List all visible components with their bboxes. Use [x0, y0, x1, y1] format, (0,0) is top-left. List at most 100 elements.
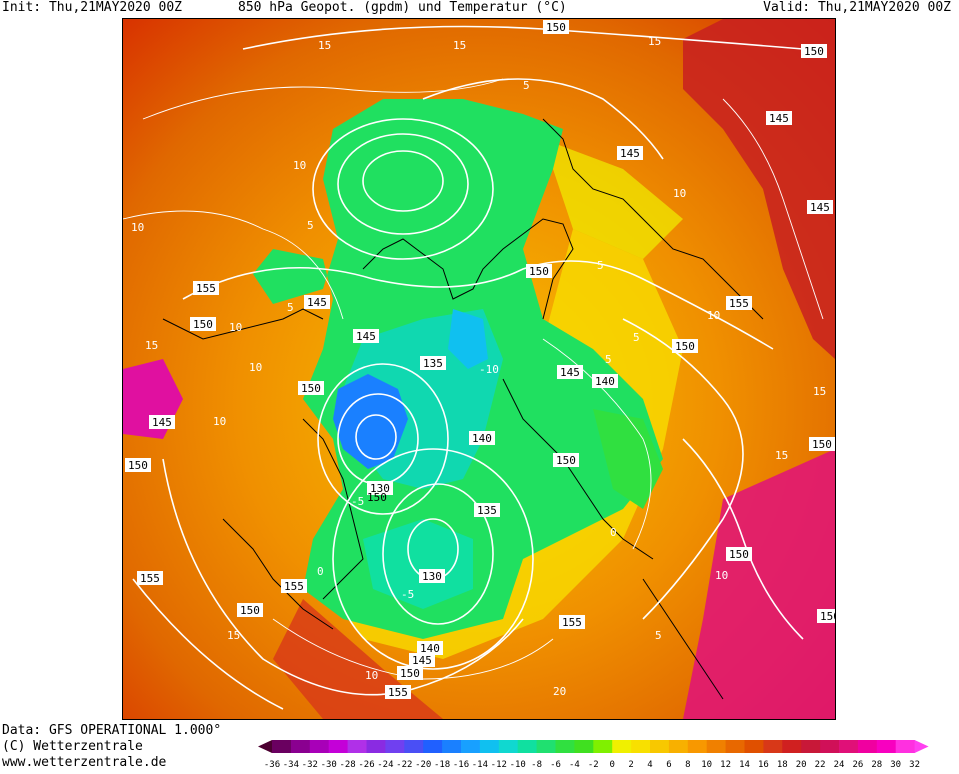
geo-label: 150 — [526, 264, 552, 278]
legend-tick-label: -18 — [434, 760, 450, 770]
geo-label: 145 — [149, 415, 175, 429]
svg-text:145: 145 — [307, 296, 327, 309]
temp-label: 5 — [605, 353, 612, 366]
legend-swatch — [536, 740, 556, 753]
legend-swatch — [820, 740, 840, 753]
legend-tick-label: -24 — [377, 760, 393, 770]
chart-title: 850 hPa Geopot. (gpdm) und Temperatur (°… — [238, 0, 567, 15]
legend-tick-label: 12 — [720, 760, 731, 770]
temp-label: 10 — [293, 159, 306, 172]
data-source: Data: GFS OPERATIONAL 1.000° — [2, 723, 222, 738]
temp-label: 15 — [775, 449, 788, 462]
legend-tick-label: -36 — [264, 760, 280, 770]
legend-swatch — [423, 740, 443, 753]
legend-tick-label: 16 — [758, 760, 769, 770]
geo-label: 155 — [193, 281, 219, 295]
svg-text:150: 150 — [729, 548, 749, 561]
geo-label: 145 — [409, 653, 435, 667]
copyright: (C) Wetterzentrale — [2, 739, 143, 754]
temp-label: 0 — [610, 526, 617, 539]
legend-swatch — [668, 740, 689, 753]
legend-swatch — [631, 740, 651, 753]
legend-swatch — [706, 740, 727, 753]
geopotential-label-layer: 150 150 155 150 145 145 145 145 150 155 … — [125, 20, 835, 699]
geo-label: 130 — [367, 481, 393, 495]
svg-text:135: 135 — [423, 357, 443, 370]
legend-tick-label: 22 — [815, 760, 826, 770]
coastlines — [162, 118, 764, 700]
svg-text:150: 150 — [400, 667, 420, 680]
temp-label: 0 — [317, 565, 324, 578]
legend-tick-label: 20 — [796, 760, 807, 770]
geo-label: 140 — [592, 374, 618, 388]
temp-label: 10 — [673, 187, 686, 200]
legend-swatch — [650, 740, 670, 753]
legend-tick-label: 30 — [890, 760, 901, 770]
legend-tick-label: 32 — [909, 760, 920, 770]
temperature-label-layer: 15 15 15 10 10 5 5 10 10 5 -10 5 10 5 10… — [131, 35, 826, 698]
temp-label: 10 — [715, 569, 728, 582]
valid-time: Valid: Thu,21MAY2020 00Z — [763, 0, 951, 15]
legend-tick-label: 6 — [666, 760, 671, 770]
svg-text:155: 155 — [196, 282, 216, 295]
temp-label: -5 — [351, 495, 364, 508]
legend-tick-label: 18 — [777, 760, 788, 770]
geo-label: 140 — [469, 431, 495, 445]
geo-label: 155 — [137, 571, 163, 585]
legend-swatch — [309, 740, 330, 753]
geo-label: 150 — [726, 547, 752, 561]
geo-label: 150 — [817, 609, 835, 623]
temp-label: 15 — [648, 35, 661, 48]
geo-label: 150 — [809, 437, 835, 451]
svg-text:150: 150 — [529, 265, 549, 278]
hot-region-east — [683, 19, 835, 359]
legend-swatch — [782, 740, 802, 753]
legend-tick-label: -28 — [339, 760, 355, 770]
yellow-zone-northeast — [543, 139, 683, 259]
legend-swatch — [272, 740, 292, 753]
temperature-legend: -36 -34 -32 -30 -28 -26 -24 -22 -20 -18 -16 -14 -12-… — [258, 740, 958, 770]
legend-swatch — [857, 740, 878, 753]
legend-tick-label: -30 — [321, 760, 337, 770]
legend-swatch — [290, 740, 311, 753]
geo-label: 150 — [801, 44, 827, 58]
legend-tick-label: 0 — [609, 760, 614, 770]
colder-region-south — [363, 519, 473, 609]
legend-swatch — [744, 740, 764, 753]
legend-tick-label: -20 — [415, 760, 431, 770]
legend-swatch — [366, 740, 386, 753]
geo-label: 145 — [353, 329, 379, 343]
temp-label: 5 — [523, 79, 530, 92]
temp-label: 15 — [813, 385, 826, 398]
svg-text:130: 130 — [370, 482, 390, 495]
svg-text:140: 140 — [595, 375, 615, 388]
geo-label: 150 — [125, 458, 151, 472]
svg-text:150: 150 — [128, 459, 148, 472]
legend-swatch — [876, 740, 897, 753]
svg-text:145: 145 — [769, 112, 789, 125]
legend-tick-label: -8 — [531, 760, 542, 770]
temp-label: 5 — [287, 301, 294, 314]
geo-label: 130 — [419, 569, 445, 583]
legend-tick-label: -10 — [510, 760, 526, 770]
temp-label: 10 — [213, 415, 226, 428]
svg-text:140: 140 — [420, 642, 440, 655]
svg-text:150: 150 — [240, 604, 260, 617]
legend-tick-label: -32 — [302, 760, 318, 770]
legend-swatch — [763, 740, 783, 753]
map-canvas: 150 150 155 150 145 145 145 145 150 155 … — [123, 19, 835, 719]
temp-label: 15 — [145, 339, 158, 352]
svg-text:155: 155 — [284, 580, 304, 593]
svg-text:155: 155 — [562, 616, 582, 629]
svg-text:140: 140 — [472, 432, 492, 445]
svg-text:145: 145 — [356, 330, 376, 343]
svg-text:155: 155 — [729, 297, 749, 310]
legend-swatch — [404, 740, 424, 753]
svg-text:145: 145 — [560, 366, 580, 379]
temp-label: -10 — [479, 363, 499, 376]
svg-text:150: 150 — [546, 21, 566, 34]
geo-label: 150 — [237, 603, 263, 617]
geo-label: 155 — [559, 615, 585, 629]
geo-label: 145 — [617, 146, 643, 160]
geo-label: 150 — [367, 491, 387, 504]
